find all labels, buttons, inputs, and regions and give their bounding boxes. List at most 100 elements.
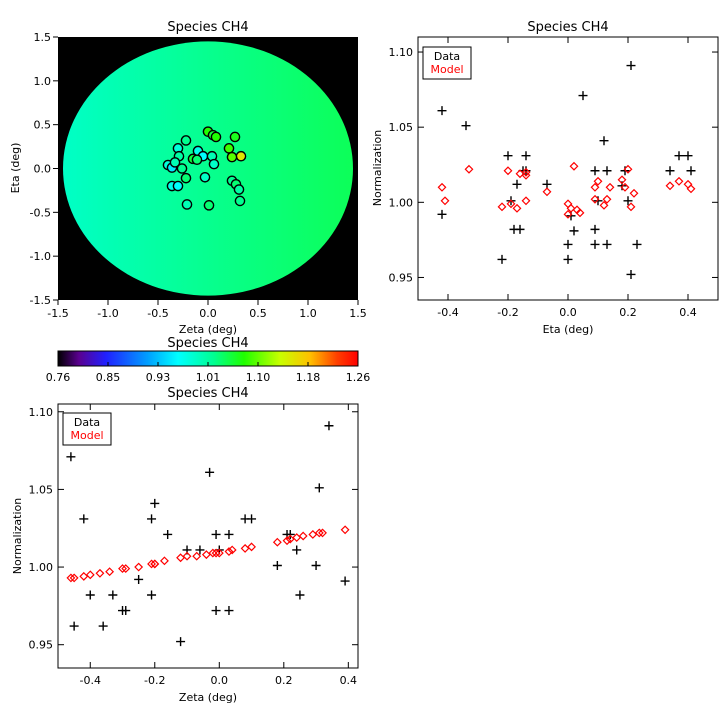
eta-plot-data-point bbox=[665, 166, 675, 176]
zeta-plot-model-point bbox=[314, 528, 324, 538]
eta-plot-model-point bbox=[599, 200, 609, 210]
eta-plot-data-point bbox=[626, 61, 636, 71]
eta-plot-panel: Species CH4 -0.4 -0.2 0.0 0.2 0.4 0.95 1.00 1.0… bbox=[371, 20, 719, 336]
zeta-plot-model-point bbox=[272, 537, 282, 547]
map-axes: -1.5 -1.0 -0.5 0.0 0.5 1.0 1.5 -1.5 -1.0 -0.5 0.0 0… bbox=[30, 31, 367, 320]
map-panel: Species CH4 -1.5 -1.0 -0.5 0.0 0.5 1.0 1.5-1.5… bbox=[9, 20, 367, 336]
eta-plot-model-point bbox=[665, 181, 675, 191]
eta-plot-model-point bbox=[506, 199, 516, 209]
zeta-plot-data-point bbox=[314, 483, 324, 493]
zeta-plot-model-point bbox=[298, 531, 308, 541]
zeta-plot-data-point bbox=[163, 529, 173, 539]
map-point-2 bbox=[210, 131, 222, 143]
eta-plot-model-point bbox=[593, 176, 603, 186]
zeta-legend-data: Data bbox=[74, 416, 100, 429]
zeta-plot-model-point bbox=[282, 536, 292, 546]
zeta-plot-panel: Species CH4 -0.4 -0.2 0.0 0.2 0.4 0.95 1.00 1.0… bbox=[11, 386, 359, 704]
zeta-plot-title: Species CH4 bbox=[167, 386, 248, 401]
zeta-plot-data-point bbox=[205, 467, 215, 477]
zeta-plot-data-point bbox=[311, 561, 321, 571]
zeta-plot-model-point bbox=[95, 568, 105, 578]
eta-plot-marks bbox=[437, 61, 696, 279]
eta-legend-data: Data bbox=[434, 50, 460, 63]
eta-plot-data-point bbox=[590, 224, 600, 234]
eta-plot-model-point bbox=[503, 166, 513, 176]
zeta-plot-model-point bbox=[147, 559, 156, 569]
map-point-13 bbox=[223, 143, 235, 154]
map-point-29 bbox=[203, 200, 215, 211]
eta-plot-data-point bbox=[626, 269, 636, 279]
eta-plot-data-point bbox=[521, 166, 531, 176]
colorbar-tick-label: 1.01 bbox=[196, 371, 221, 384]
eta-plot-model-point bbox=[674, 176, 684, 186]
map-ytick-label: 1.0 bbox=[34, 75, 52, 88]
zeta-plot-data-point bbox=[224, 606, 234, 616]
colorbar-tick-label: 0.76 bbox=[46, 371, 71, 384]
eta-plot-data-point bbox=[512, 179, 522, 189]
map-point-12 bbox=[191, 154, 203, 166]
eta-plot-model-point bbox=[629, 188, 639, 198]
map-ytick-label: 0.0 bbox=[34, 163, 52, 176]
eta-plot-data-point bbox=[461, 121, 471, 131]
eta-plot-model-point bbox=[512, 203, 522, 213]
map-point-21 bbox=[180, 172, 192, 184]
eta-plot-title: Species CH4 bbox=[527, 20, 608, 35]
eta-plot-model-point bbox=[440, 196, 450, 206]
zeta-plot-data-point bbox=[108, 590, 118, 600]
map-xtick-label: 1.0 bbox=[299, 307, 317, 320]
eta-plot-model-point bbox=[521, 170, 531, 180]
zeta-plot-axes: -0.4 -0.2 0.0 0.2 0.4 0.95 1.00 1.05 1.10 bbox=[29, 404, 358, 687]
colorbar-ticks: 0.76 0.85 0.93 1.01 1.10 1.18 1.26 bbox=[46, 362, 370, 384]
map-point-4 bbox=[229, 131, 241, 143]
map-xlabel: Zeta (deg) bbox=[179, 323, 237, 336]
eta-plot-model-point bbox=[623, 164, 633, 174]
eta-plot-ylabel: Normalization bbox=[371, 130, 384, 206]
eta-plot-data-point bbox=[569, 226, 579, 236]
eta-plot-model-point bbox=[626, 202, 636, 212]
eta-plot-data-point bbox=[566, 211, 576, 221]
eta-plot-data-point bbox=[602, 166, 612, 176]
eta-plot-xtick-label: -0.4 bbox=[437, 306, 458, 319]
eta-plot-model-point bbox=[521, 167, 531, 177]
eta-plot-model-point bbox=[620, 182, 630, 192]
zeta-plot-data-point bbox=[121, 606, 131, 616]
eta-plot-model-point bbox=[566, 203, 576, 213]
eta-plot-data-point bbox=[674, 151, 684, 161]
map-point-20 bbox=[199, 171, 211, 183]
eta-plot-model-point bbox=[569, 161, 579, 171]
zeta-plot-data-point bbox=[147, 590, 157, 600]
eta-plot-data-point bbox=[620, 166, 630, 176]
eta-plot-data-point bbox=[515, 224, 525, 234]
zeta-plot-model-point bbox=[318, 528, 327, 538]
zeta-plot-ytick-label: 1.10 bbox=[29, 406, 54, 419]
map-point-19 bbox=[176, 163, 188, 174]
zeta-plot-model-point bbox=[85, 570, 95, 580]
zeta-plot-data-point bbox=[79, 514, 89, 524]
map-disk bbox=[63, 41, 353, 296]
zeta-plot-data-point bbox=[247, 514, 257, 524]
eta-plot-model-point bbox=[590, 182, 600, 192]
map-point-9 bbox=[208, 158, 220, 170]
eta-plot-xtick-label: 0.2 bbox=[619, 306, 637, 319]
eta-plot-data-point bbox=[593, 196, 603, 206]
eta-plot-data-point bbox=[437, 106, 447, 116]
zeta-plot-data-point bbox=[340, 576, 350, 586]
eta-plot-data-point bbox=[683, 151, 693, 161]
map-point-27 bbox=[234, 195, 246, 207]
zeta-plot-model-point bbox=[66, 573, 76, 583]
zeta-plot-data-point bbox=[98, 621, 108, 631]
eta-plot-data-point bbox=[563, 254, 573, 264]
eta-plot-axes: -0.4 -0.2 0.0 0.2 0.4 0.95 1.00 1.05 1.10 bbox=[389, 37, 718, 319]
map-ylabel: Eta (deg) bbox=[9, 143, 22, 194]
eta-plot-ytick-label: 1.00 bbox=[389, 196, 414, 209]
colorbar-tick-label: 1.18 bbox=[296, 371, 321, 384]
zeta-plot-data-point bbox=[272, 561, 282, 571]
eta-plot-model-point bbox=[590, 194, 600, 204]
map-xtick-label: -1.5 bbox=[47, 307, 68, 320]
zeta-plot-data-point bbox=[195, 545, 205, 555]
zeta-plot-data-point bbox=[85, 590, 95, 600]
zeta-plot-xtick-label: -0.2 bbox=[144, 674, 165, 687]
eta-plot-data-point bbox=[686, 166, 696, 176]
eta-plot-data-point bbox=[521, 151, 531, 161]
